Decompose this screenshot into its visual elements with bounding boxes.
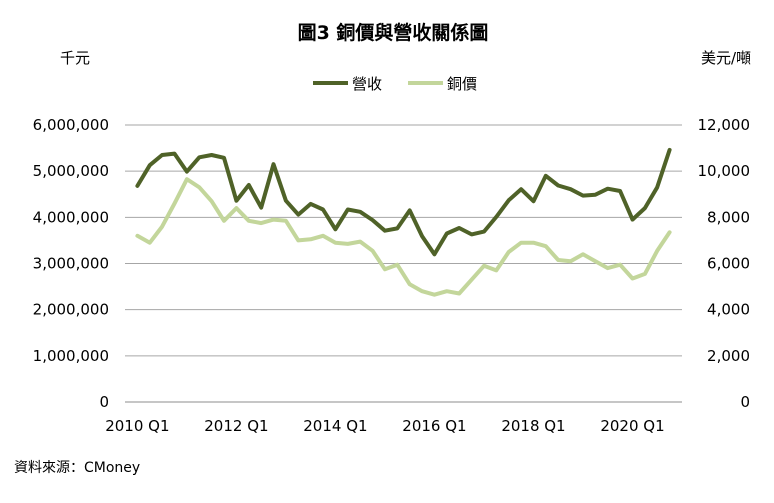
left-tick-label: 3,000,000 [33,255,109,273]
left-axis: 0 1,000,000 2,000,000 3,000,000 4,000,000 5,0… [33,116,109,411]
right-tick-label: 12,000 [698,116,751,134]
right-tick-label: 6,000 [707,255,750,273]
legend: 營收 銅價 [313,75,477,93]
right-tick-label: 0 [740,393,750,411]
right-axis-unit: 美元/噸 [701,49,751,67]
left-tick-label: 2,000,000 [33,301,109,319]
left-tick-label: 5,000,000 [33,162,109,180]
left-tick-label: 0 [99,393,109,411]
source-note: 資料來源：CMoney [14,460,140,476]
chart-title: 圖3 銅價與營收關係圖 [298,21,489,44]
x-tick-label: 2014 Q1 [303,417,367,435]
series-line-revenue [135,147,672,257]
right-tick-label: 8,000 [707,208,750,226]
x-tick-label: 2018 Q1 [501,417,565,435]
x-axis: 2010 Q1 2012 Q1 2014 Q1 2016 Q1 2018 Q1 2020 … [105,417,664,435]
right-tick-label: 2,000 [707,347,750,365]
left-tick-label: 4,000,000 [33,208,109,226]
x-tick-label: 2020 Q1 [600,417,664,435]
legend-label-copper-price: 銅價 [447,75,477,93]
gridlines [125,124,682,403]
series-line-copper-price [135,177,672,297]
x-tick-label: 2016 Q1 [402,417,466,435]
series-layer [135,147,672,297]
x-tick-label: 2012 Q1 [204,417,268,435]
left-tick-label: 6,000,000 [33,116,109,134]
left-tick-label: 1,000,000 [33,347,109,365]
right-tick-label: 4,000 [707,301,750,319]
left-axis-unit: 千元 [60,49,90,67]
right-tick-label: 10,000 [698,162,751,180]
right-axis: 0 2,000 4,000 6,000 8,000 10,000 12,000 [698,116,751,411]
legend-label-revenue: 營收 [352,75,382,93]
x-tick-label: 2010 Q1 [105,417,169,435]
plot-area: 0 1,000,000 2,000,000 3,000,000 4,000,000 5,0… [33,116,750,435]
